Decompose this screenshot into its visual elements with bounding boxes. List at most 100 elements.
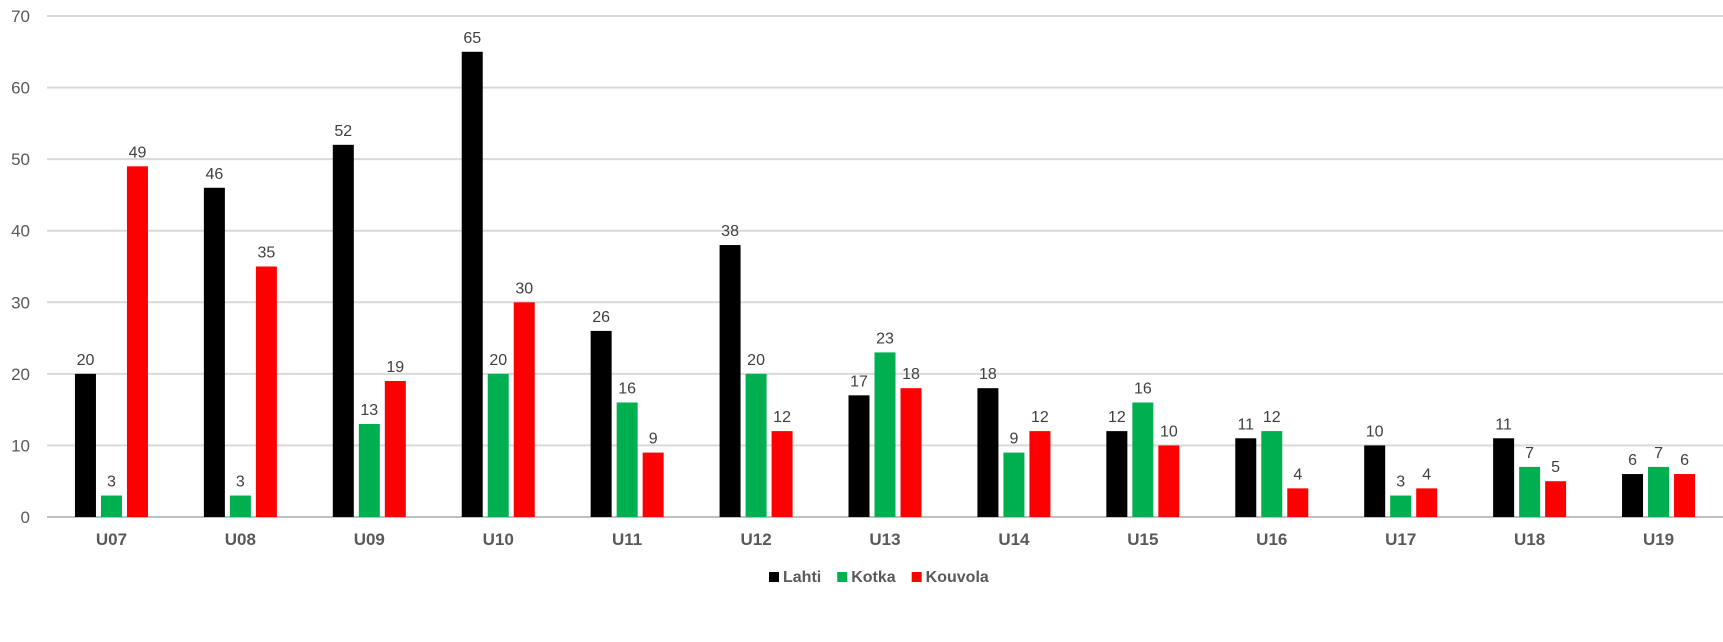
data-label: 6 — [1628, 452, 1637, 469]
data-label: 16 — [1134, 380, 1152, 397]
bar-lahti-u08 — [203, 187, 225, 517]
x-category-label: U16 — [1256, 530, 1287, 549]
x-category-label: U19 — [1643, 530, 1674, 549]
bar-kotka-u15 — [1132, 402, 1154, 517]
legend-label-kotka: Kotka — [851, 569, 896, 586]
y-tick-label: 70 — [11, 7, 30, 26]
data-label: 38 — [721, 223, 739, 240]
bar-kouvola-u14 — [1029, 431, 1051, 517]
bar-kouvola-u19 — [1674, 474, 1696, 517]
bar-kotka-u16 — [1261, 431, 1283, 517]
bar-lahti-u11 — [590, 330, 612, 517]
y-tick-label: 20 — [11, 365, 30, 384]
bar-kotka-u19 — [1648, 466, 1670, 517]
data-label: 52 — [334, 123, 352, 140]
x-category-label: U14 — [998, 530, 1030, 549]
legend: Lahti Kotka Kouvola — [769, 569, 989, 586]
x-category-label: U12 — [740, 530, 771, 549]
data-label: 12 — [1031, 409, 1049, 426]
data-label: 19 — [386, 359, 404, 376]
x-axis-categories: U07 U08 U09 U10 U11 U12 U13 U14 U15 U16 U17 U18 U19 — [96, 530, 1674, 549]
data-label: 4 — [1422, 466, 1431, 483]
bar-kotka-u13 — [874, 352, 896, 517]
data-label: 12 — [773, 409, 791, 426]
bar-kotka-u10 — [487, 373, 509, 517]
x-category-label: U17 — [1385, 530, 1416, 549]
x-category-label: U15 — [1127, 530, 1158, 549]
data-label: 3 — [236, 474, 245, 491]
data-label: 10 — [1366, 423, 1384, 440]
data-label: 17 — [850, 373, 868, 390]
bar-kouvola-u17 — [1416, 488, 1438, 517]
x-category-label: U09 — [354, 530, 385, 549]
bar-kouvola-u11 — [642, 452, 664, 517]
data-label: 30 — [515, 280, 533, 297]
bar-lahti-u19 — [1622, 474, 1644, 517]
x-category-label: U07 — [96, 530, 127, 549]
bar-lahti-u14 — [977, 388, 999, 517]
legend-swatch-kotka — [837, 572, 848, 582]
data-label: 7 — [1525, 445, 1534, 462]
data-label: 13 — [360, 402, 378, 419]
data-label: 12 — [1263, 409, 1281, 426]
bar-lahti-u16 — [1235, 438, 1257, 517]
bar-kotka-u07 — [100, 495, 122, 517]
bar-kouvola-u16 — [1287, 488, 1309, 517]
bar-kotka-u18 — [1519, 466, 1541, 517]
bar-kotka-u17 — [1390, 495, 1412, 517]
bars — [74, 51, 1696, 518]
y-axis-ticks: 0 10 20 30 40 50 60 70 — [11, 7, 30, 527]
y-tick-label: 50 — [11, 150, 30, 169]
data-label: 20 — [489, 352, 507, 369]
bar-kouvola-u08 — [255, 266, 277, 517]
data-label: 16 — [618, 380, 636, 397]
data-label: 11 — [1495, 416, 1512, 433]
bar-kotka-u12 — [745, 373, 767, 517]
bar-lahti-u15 — [1106, 431, 1128, 517]
legend-swatch-kouvola — [911, 572, 922, 582]
bar-lahti-u09 — [332, 144, 354, 518]
y-tick-label: 40 — [11, 222, 30, 241]
bar-kotka-u11 — [616, 402, 638, 517]
y-tick-label: 60 — [11, 79, 30, 98]
legend-label-kouvola: Kouvola — [926, 569, 989, 586]
data-label: 9 — [649, 431, 658, 448]
bar-kouvola-u10 — [513, 302, 535, 517]
data-label: 18 — [902, 366, 920, 383]
bar-lahti-u10 — [461, 51, 483, 518]
data-label: 12 — [1108, 409, 1126, 426]
data-label: 4 — [1293, 466, 1302, 483]
y-tick-label: 10 — [11, 436, 30, 455]
data-label: 46 — [205, 166, 223, 183]
bar-kouvola-u15 — [1158, 445, 1180, 517]
data-label: 7 — [1654, 445, 1663, 462]
data-label: 20 — [77, 352, 95, 369]
data-label: 18 — [979, 366, 997, 383]
bar-lahti-u13 — [848, 395, 870, 517]
data-label: 6 — [1680, 452, 1689, 469]
bar-kotka-u08 — [229, 495, 251, 517]
data-label: 3 — [107, 474, 116, 491]
y-tick-label: 30 — [11, 293, 30, 312]
data-label: 65 — [463, 30, 481, 47]
x-category-label: U18 — [1514, 530, 1545, 549]
data-label: 49 — [129, 144, 147, 161]
data-label: 20 — [747, 352, 765, 369]
bar-lahti-u18 — [1493, 438, 1515, 517]
data-label: 35 — [257, 245, 275, 262]
x-category-label: U13 — [869, 530, 900, 549]
bar-lahti-u07 — [74, 373, 96, 517]
x-category-label: U08 — [225, 530, 256, 549]
bar-kotka-u09 — [358, 423, 380, 517]
bar-kotka-u14 — [1003, 452, 1025, 517]
x-category-label: U10 — [483, 530, 514, 549]
x-category-label: U11 — [612, 530, 642, 549]
legend-label-lahti: Lahti — [783, 569, 821, 586]
data-label: 9 — [1009, 431, 1018, 448]
bar-kouvola-u09 — [384, 381, 406, 517]
y-tick-label: 0 — [21, 508, 30, 527]
data-label: 11 — [1237, 416, 1254, 433]
bar-lahti-u17 — [1364, 445, 1386, 517]
bar-kouvola-u12 — [771, 431, 793, 517]
